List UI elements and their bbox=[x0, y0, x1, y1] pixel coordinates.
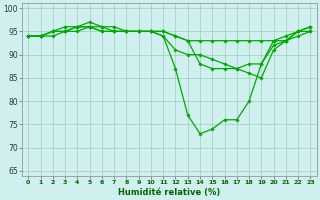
X-axis label: Humidité relative (%): Humidité relative (%) bbox=[118, 188, 220, 197]
